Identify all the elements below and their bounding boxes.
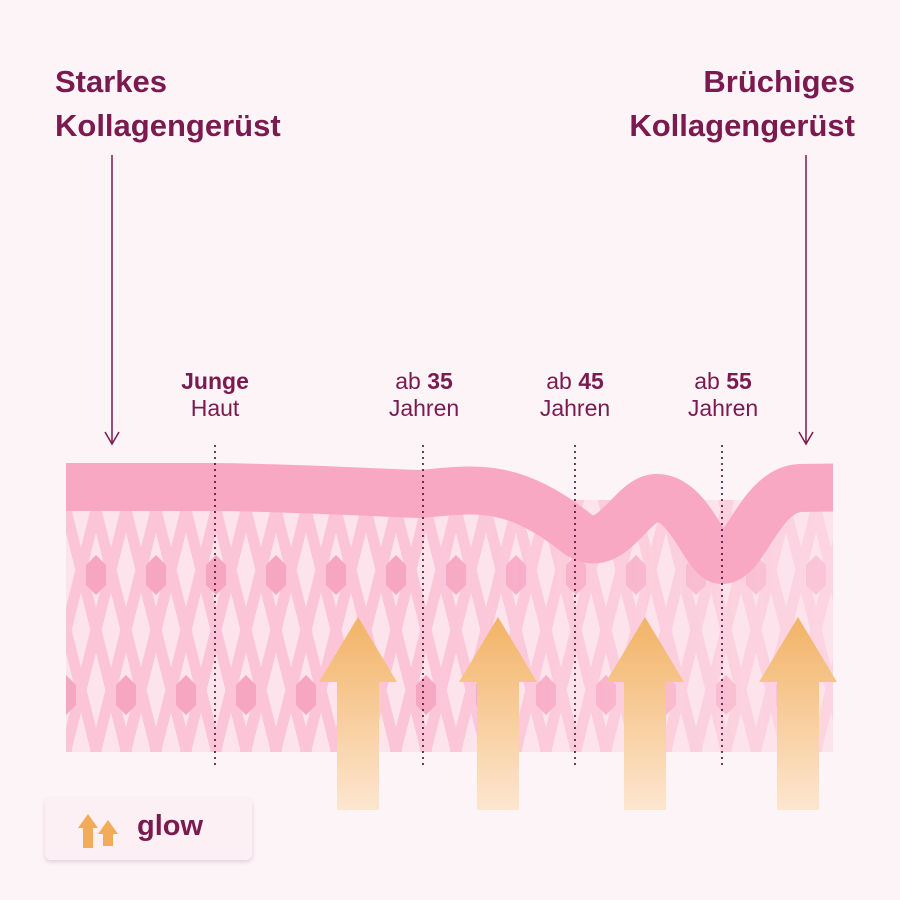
arrow-down-left-icon <box>104 155 120 446</box>
stage-35: ab 35 Jahren <box>354 368 494 422</box>
stage-prefix: ab <box>546 368 579 394</box>
stage-age: 35 <box>427 368 453 394</box>
legend-label: glow <box>137 810 204 842</box>
stage-label-bold: Junge <box>181 368 249 394</box>
stage-label: Haut <box>190 395 240 421</box>
glow-arrow-icon <box>319 617 397 810</box>
glow-arrow-icon <box>759 617 837 810</box>
stage-label: Jahren <box>539 395 611 421</box>
double-up-arrow-icon <box>78 814 118 848</box>
glow-arrow-icon <box>606 617 684 810</box>
stage-prefix: ab <box>694 368 727 394</box>
stage-prefix: ab <box>395 368 428 394</box>
title-line: Kollagengerüst <box>55 108 281 143</box>
title-strong-collagen: Starkes Kollagengerüst <box>55 60 281 148</box>
stage-age: 55 <box>726 368 752 394</box>
stage-label: Jahren <box>388 395 460 421</box>
stage-label: Jahren <box>687 395 759 421</box>
title-line: Kollagengerüst <box>629 108 855 143</box>
title-brittle-collagen: Brüchiges Kollagengerüst <box>629 60 855 148</box>
arrow-down-right-icon <box>798 155 814 446</box>
stage-young-skin: Junge Haut <box>145 368 285 422</box>
stage-55: ab 55 Jahren <box>653 368 793 422</box>
stage-age: 45 <box>578 368 604 394</box>
epidermis-band <box>66 463 833 585</box>
title-line: Brüchiges <box>703 64 855 99</box>
glow-arrow-icon <box>459 617 537 810</box>
stage-45: ab 45 Jahren <box>505 368 645 422</box>
title-line: Starkes <box>55 64 168 99</box>
legend: glow <box>45 798 252 860</box>
